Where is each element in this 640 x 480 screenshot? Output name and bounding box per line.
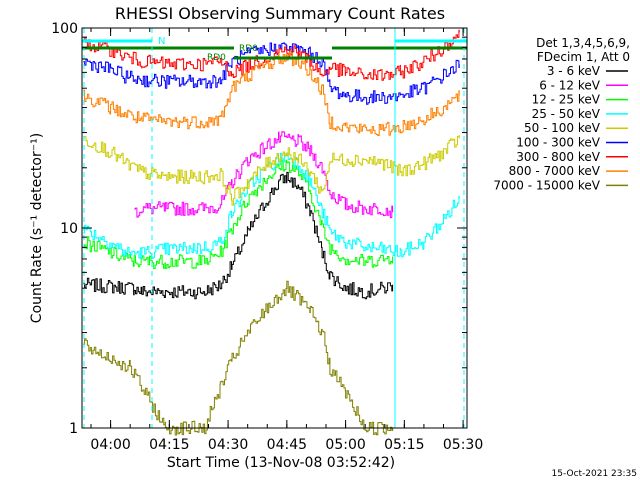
series-line-3-6-keVkev: [83, 171, 394, 300]
x-tick-label: 04:00: [90, 437, 130, 453]
series-line-12-25-keVkev: [83, 159, 394, 269]
chart-title: RHESSI Observing Summary Count Rates: [115, 4, 445, 23]
series-line-300-800-keVkev: [83, 29, 460, 81]
x-tick-label: 04:30: [208, 437, 248, 453]
x-tick-label: 05:15: [384, 437, 424, 453]
legend-label-3-6-keVkev: 3 - 6 keV: [547, 64, 601, 78]
series-line-7000-15000-keVkev: [83, 280, 394, 436]
series-line-800-7000-keVkev: [83, 51, 460, 136]
y-tick-label: 1: [69, 421, 78, 437]
night-flag-label: N: [158, 36, 165, 47]
axis-layer: 04:00 04:15 04:30 04:45 05:00 05:15 05:30 1 10 10…: [51, 21, 483, 453]
rd0-flag-label-1: RD0: [239, 44, 258, 54]
overlay-layer: N RD0 RD0: [82, 28, 467, 428]
y-tick-label: 100: [51, 21, 78, 37]
series-line-6-12-keVkev: [134, 131, 394, 219]
series-line-25-50-keVkev: [83, 152, 460, 260]
legend-label-6-12-keVkev: 6 - 12 keV: [539, 78, 601, 92]
timestamp: 15-Oct-2021 23:35: [552, 469, 637, 479]
x-tick-label: 04:15: [149, 437, 189, 453]
series-line-50-100-keVkev: [83, 135, 460, 206]
legend-label-300-800-keVkev: 300 - 800 keV: [516, 150, 600, 164]
legend-label-25-50-keVkev: 25 - 50 keV: [532, 107, 601, 121]
rd0-flag-label-2: RD0: [207, 53, 226, 63]
series-line-100-300-keVkev: [83, 42, 460, 105]
x-axis-label: Start Time (13-Nov-08 03:52:42): [167, 455, 395, 471]
x-tick-label: 05:30: [443, 437, 483, 453]
legend-label-7000-15000-keVkev: 7000 - 15000 keV: [493, 178, 600, 192]
series-layer: [83, 29, 460, 436]
legend: Det 1,3,4,5,6,9,FDecim 1, Att 03 - 6 keV…: [493, 36, 630, 192]
legend-header-line-1: Det 1,3,4,5,6,9,: [536, 36, 630, 50]
plot-frame: [81, 27, 468, 429]
x-tick-label: 05:00: [325, 437, 365, 453]
legend-label-12-25-keVkev: 12 - 25 keV: [532, 93, 601, 107]
legend-label-800-7000-keVkev: 800 - 7000 keV: [509, 164, 601, 178]
legend-label-100-300-keVkev: 100 - 300 keV: [516, 136, 600, 150]
legend-label-50-100-keVkev: 50 - 100 keV: [524, 121, 601, 135]
x-tick-label: 04:45: [267, 437, 307, 453]
y-tick-label: 10: [60, 221, 78, 237]
legend-header-line-2: FDecim 1, Att 0: [537, 50, 630, 64]
y-axis-label: Count Rate (s⁻¹ detector⁻¹): [29, 133, 45, 323]
